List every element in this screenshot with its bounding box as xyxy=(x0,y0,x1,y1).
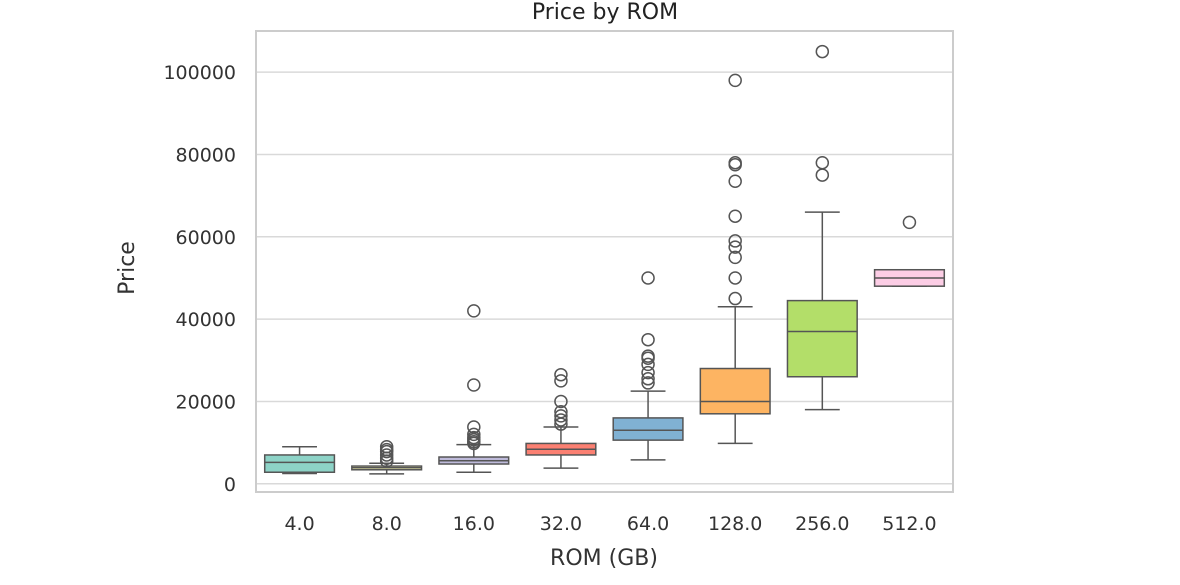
outlier-point xyxy=(641,332,655,347)
y-tick-label: 0 xyxy=(224,474,236,496)
y-axis-title: Price xyxy=(115,241,140,295)
outlier-point xyxy=(728,174,742,188)
y-axis-ticks: 0 20000 40000 60000 80000 100000 xyxy=(163,62,236,496)
x-tick-label: 256.0 xyxy=(795,513,849,535)
gridlines xyxy=(256,71,953,485)
x-tick-label: 128.0 xyxy=(708,513,762,535)
box-group xyxy=(786,44,858,411)
box-group xyxy=(699,73,771,445)
outlier-point xyxy=(728,73,742,88)
outlier-point xyxy=(641,349,655,363)
outlier-point xyxy=(554,374,568,388)
outlier-point xyxy=(728,271,742,285)
outlier-point xyxy=(379,439,394,454)
outlier-point xyxy=(641,271,655,285)
outlier-point xyxy=(728,291,742,306)
outlier-point xyxy=(554,367,568,382)
outlier-point xyxy=(554,394,568,409)
box-iqr xyxy=(612,417,684,441)
outlier-point xyxy=(815,155,830,170)
x-axis-title: ROM (GB) xyxy=(550,546,658,571)
outlier-point xyxy=(728,250,742,265)
plot-area-frame xyxy=(255,30,954,493)
outlier-point xyxy=(815,44,830,59)
outlier-point xyxy=(467,304,481,318)
outlier-point xyxy=(815,168,830,182)
outlier-point xyxy=(728,209,742,223)
x-tick-label: 8.0 xyxy=(372,513,402,535)
outlier-point xyxy=(467,378,481,392)
outlier-point xyxy=(554,404,568,419)
x-tick-label: 32.0 xyxy=(540,513,582,535)
outlier-point xyxy=(728,155,742,170)
outlier-point xyxy=(728,240,742,254)
box-iqr xyxy=(263,454,336,473)
outlier-point xyxy=(641,376,655,390)
box-group xyxy=(351,439,423,475)
x-tick-label: 4.0 xyxy=(284,513,314,535)
outlier-point xyxy=(554,409,568,423)
outlier-point xyxy=(379,448,394,462)
x-tick-label: 16.0 xyxy=(453,513,495,535)
box-group xyxy=(438,304,510,473)
y-tick-label: 20000 xyxy=(176,391,236,413)
y-tick-label: 60000 xyxy=(176,227,236,249)
x-tick-label: 512.0 xyxy=(882,513,936,535)
outlier-point xyxy=(641,372,655,386)
box-iqr xyxy=(699,367,771,415)
y-tick-label: 40000 xyxy=(176,309,236,331)
box-group xyxy=(525,367,597,469)
x-axis-ticks: 4.0 8.0 16.0 32.0 64.0 128.0 256.0 512.0 xyxy=(284,513,936,535)
box-group xyxy=(263,445,336,475)
outlier-point xyxy=(728,234,742,248)
boxes xyxy=(263,44,946,475)
box-group xyxy=(873,215,946,287)
outlier-point xyxy=(467,420,481,434)
box-group xyxy=(612,271,684,461)
outlier-point xyxy=(467,427,481,442)
outlier-point xyxy=(902,215,917,230)
outlier-point xyxy=(554,413,568,427)
box-iqr xyxy=(786,299,858,378)
outlier-point xyxy=(467,430,481,445)
x-tick-label: 64.0 xyxy=(627,513,669,535)
y-tick-label: 100000 xyxy=(163,62,236,84)
outlier-point xyxy=(641,365,655,380)
outlier-point xyxy=(641,357,655,372)
chart-title: Price by ROM xyxy=(532,0,678,25)
y-tick-label: 80000 xyxy=(176,144,236,166)
